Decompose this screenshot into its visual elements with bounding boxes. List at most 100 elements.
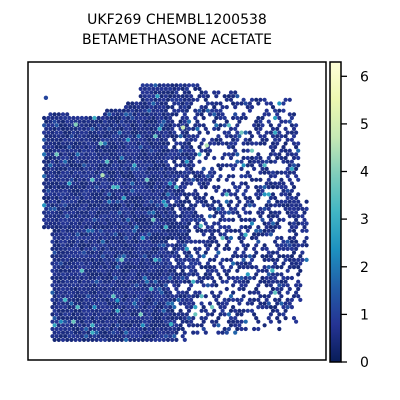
spot [163,319,168,324]
spot [111,323,116,328]
spot [163,101,168,106]
spot [233,163,238,168]
spot [268,283,273,288]
spot [249,265,255,270]
spot [102,206,108,211]
spot [142,94,147,99]
spot [249,134,255,139]
spot [117,239,122,244]
notable-spot [180,125,186,130]
spot [63,123,68,128]
spot [151,239,156,244]
spot [60,330,66,335]
spot [176,326,181,332]
spot [155,254,160,259]
spot [75,115,80,121]
spot [191,148,196,153]
spot [178,141,183,146]
spot [71,130,76,135]
spot [279,286,284,292]
spot [178,134,183,139]
spot [279,134,284,139]
spot [52,308,57,313]
spot [159,115,164,121]
spot [88,174,93,179]
spot [52,243,57,248]
spot [130,145,135,150]
spot [138,326,143,332]
spot [81,192,87,197]
spot [81,243,87,248]
spot [243,195,248,201]
spot [140,105,145,110]
spot [281,261,286,266]
spot [203,105,208,110]
spot [100,159,105,164]
spot [168,203,173,208]
spot [151,130,156,135]
spot [283,148,288,153]
spot [149,112,154,117]
spot [119,330,124,335]
spot [115,228,120,233]
spot [279,192,284,197]
spot [289,246,294,251]
spot [184,254,189,259]
spot [298,261,303,266]
spot [182,250,187,255]
spot [102,177,108,182]
spot [226,94,231,99]
spot [235,195,240,201]
spot [226,319,231,324]
spot [113,239,118,244]
spot [275,170,280,175]
spot [273,305,278,310]
spot [260,232,265,237]
spot [176,225,181,230]
spot [69,330,74,335]
spot [52,301,57,306]
spot [138,159,143,164]
spot [260,123,265,128]
spot [138,210,143,215]
spot [182,112,187,117]
spot [121,181,126,186]
spot [289,115,294,121]
spot [172,108,177,113]
spot [73,250,78,255]
spot [75,239,80,244]
spot [71,166,76,171]
spot [130,283,135,288]
spot [216,126,221,131]
spot [216,206,221,211]
spot [285,166,290,171]
chart-title-line-2: BETAMETHASONE ACETATE [81,32,273,48]
spot [142,217,147,222]
spot [144,330,150,335]
spot [201,319,206,324]
spot [96,312,101,317]
spot [98,286,103,292]
spot [203,97,208,102]
spot [54,188,59,193]
spot [157,235,162,241]
spot [142,123,147,128]
spot [165,119,171,124]
spot [256,152,261,157]
spot [172,94,177,99]
spot [109,305,114,310]
spot [151,254,156,259]
spot [77,308,82,313]
spot [123,243,129,248]
spot [90,199,95,204]
spot [296,294,301,299]
spot [100,210,105,215]
spot [54,123,59,128]
spot [113,217,118,222]
spot [90,323,95,328]
spot [201,115,206,121]
spot [105,297,110,302]
spot [182,155,187,161]
spot [235,210,240,215]
spot [46,217,51,222]
